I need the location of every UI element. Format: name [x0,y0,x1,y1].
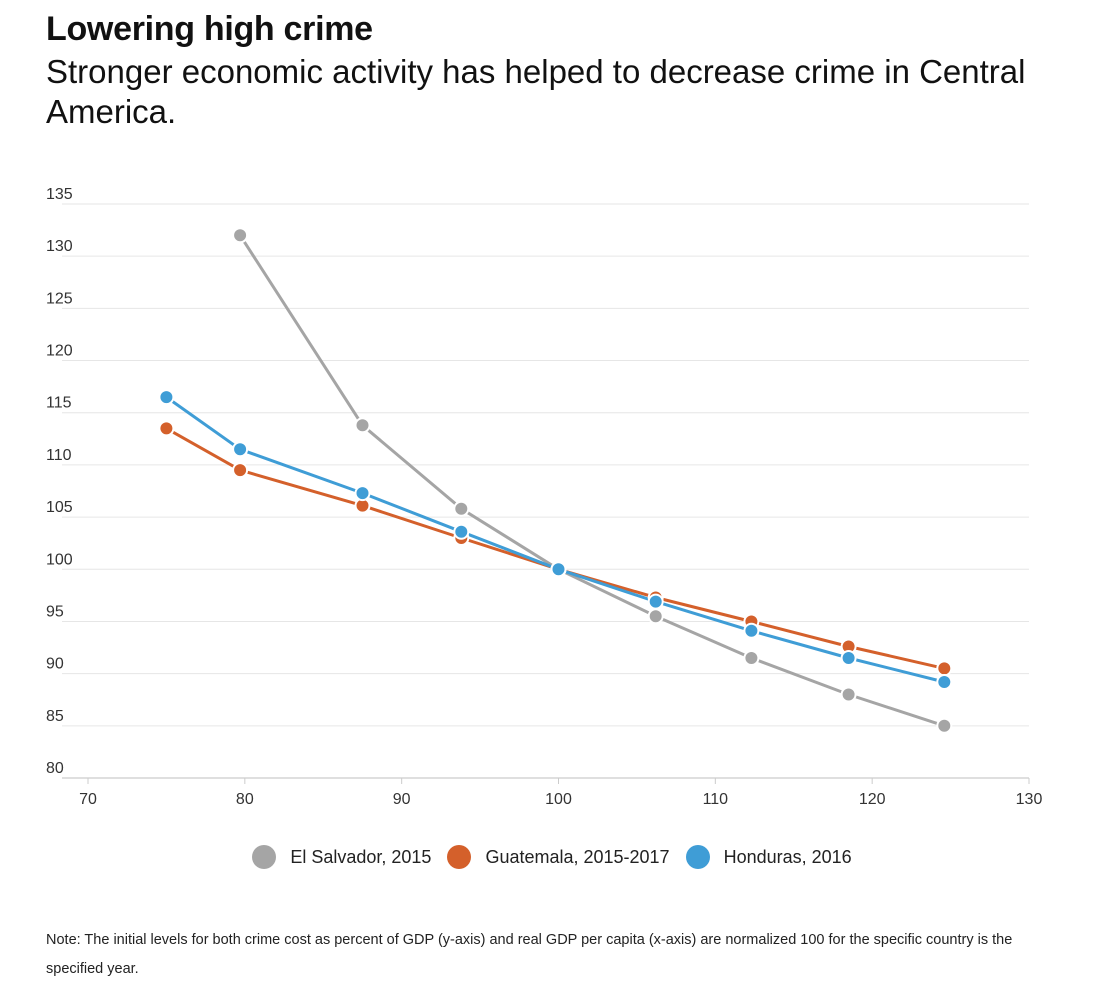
data-point-1[interactable] [158,420,175,437]
y-tick-label: 105 [46,499,73,516]
legend-swatch-honduras [685,845,710,869]
y-tick-label: 130 [46,238,73,255]
series-line-0 [238,234,945,728]
data-point-0[interactable] [743,650,760,666]
x-tick-label: 130 [1016,791,1043,808]
y-tick-label: 110 [46,447,72,464]
x-tick-label: 100 [545,791,572,808]
axes: 80 85 90 95 100 105 110 115 120 125 130 135 70 80 90 10… [46,186,1042,808]
x-tick-label: 90 [393,791,411,808]
legend: El Salvador, 2015 Guatemala, 2015-2017 H… [0,845,1104,869]
gridlines [62,203,1029,727]
x-tick-label: 110 [703,791,729,808]
data-point-2[interactable] [550,561,567,578]
legend-item-el-salvador[interactable]: El Salvador, 2015 [252,845,431,869]
chart-note: Note: The initial levels for both crime … [46,932,1013,977]
data-point-1[interactable] [232,462,249,479]
data-point-2[interactable] [354,485,371,502]
legend-item-honduras[interactable]: Honduras, 2016 [685,845,852,869]
data-point-1[interactable] [936,660,953,677]
y-tick-label: 125 [46,290,73,307]
line-chart: 80 85 90 95 100 105 110 115 120 125 130 135 70 80 90 10… [46,186,1042,808]
y-tick-label: 115 [46,395,72,412]
data-point-0[interactable] [840,686,857,703]
chart-title: Lowering high crime [46,10,373,48]
legend-swatch-el-salvador [252,845,277,869]
y-tick-label: 135 [46,186,73,203]
data-point-2[interactable] [453,523,470,540]
legend-swatch-guatemala [447,845,472,869]
legend-label-honduras: Honduras, 2016 [723,846,852,867]
data-point-2[interactable] [647,593,664,610]
legend-label-guatemala: Guatemala, 2015-2017 [485,846,670,867]
x-tick-label: 120 [859,791,886,808]
y-tick-label: 85 [46,708,64,725]
data-points [158,227,953,734]
y-tick-label: 100 [46,551,73,568]
series-line-2 [165,395,945,684]
chart-subtitle: Stronger economic activity has helped to… [46,53,1026,130]
data-point-0[interactable] [647,608,664,625]
data-point-0[interactable] [936,717,953,734]
y-tick-label: 120 [46,343,73,360]
legend-item-guatemala[interactable]: Guatemala, 2015-2017 [447,845,670,869]
x-tick-label: 80 [236,791,254,808]
y-tick-label: 95 [46,603,64,620]
data-point-2[interactable] [158,389,175,406]
legend-label-el-salvador: El Salvador, 2015 [290,846,432,867]
series-lines [165,234,945,728]
data-point-0[interactable] [232,227,249,244]
y-tick-label: 90 [46,656,64,673]
data-point-2[interactable] [936,674,953,690]
data-point-0[interactable] [354,417,371,434]
data-point-0[interactable] [453,500,470,517]
data-point-2[interactable] [743,622,760,639]
y-tick-label: 80 [46,760,64,777]
x-tick-label: 70 [79,791,97,808]
data-point-2[interactable] [232,441,249,458]
data-point-2[interactable] [840,650,857,666]
